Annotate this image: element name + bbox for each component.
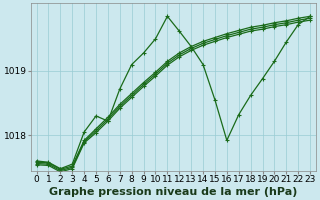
X-axis label: Graphe pression niveau de la mer (hPa): Graphe pression niveau de la mer (hPa): [49, 187, 298, 197]
